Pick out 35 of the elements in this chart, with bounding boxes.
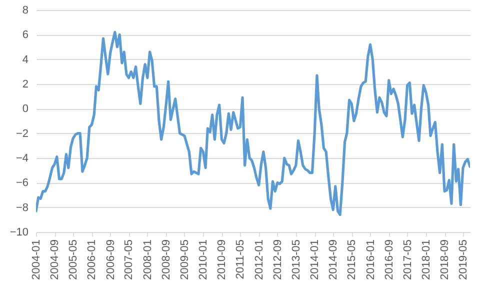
y-tick-label: −4 — [16, 152, 28, 164]
x-tick-label: 2004-01 — [30, 240, 42, 280]
y-tick-label: −10 — [10, 226, 28, 238]
x-tick-label: 2017-05 — [402, 240, 414, 280]
x-tick-label: 2005-05 — [68, 240, 80, 280]
x-tick-label: 2004-09 — [49, 240, 62, 280]
line-series — [36, 30, 470, 216]
x-tick-label: 2010-01 — [198, 240, 210, 280]
x-tick-label: 2013-05 — [290, 240, 302, 280]
y-tick-label: −2 — [16, 128, 28, 140]
y-tick-label: 4 — [22, 54, 28, 66]
x-tick-label: 2006-01 — [86, 240, 98, 280]
y-tick-label: 2 — [22, 78, 28, 90]
y-tick-label: −6 — [16, 177, 28, 190]
x-tick-label: 2012-09 — [272, 240, 284, 280]
x-tick-label: 2008-01 — [142, 240, 154, 280]
y-tick-label: 6 — [22, 29, 28, 42]
x-tick-label: 2015-05 — [346, 240, 358, 280]
x-tick-label: 2018-01 — [420, 240, 432, 280]
x-tick-label: 2009-05 — [178, 240, 191, 280]
x-tick-label: 2010-09 — [216, 240, 228, 280]
x-tick-label: 2007-05 — [123, 240, 136, 280]
x-tick-label: 2014-09 — [328, 240, 340, 280]
x-tick-label: 2014-01 — [309, 240, 322, 280]
y-tick-label: 0 — [22, 103, 28, 116]
x-tick-label: 2011-05 — [234, 240, 247, 280]
x-tick-label: 2006-09 — [104, 240, 117, 280]
x-tick-label: 2019-05 — [457, 240, 470, 280]
y-tick-label: 8 — [22, 4, 28, 16]
x-tick-label: 2008-09 — [160, 240, 173, 280]
x-tick-label: 2012-01 — [253, 240, 266, 280]
y-tick-label: −8 — [16, 202, 28, 214]
x-tick-label: 2016-01 — [364, 240, 377, 280]
x-tick-label: 2016-09 — [383, 240, 396, 280]
x-tick-label: 2018-09 — [439, 240, 452, 280]
